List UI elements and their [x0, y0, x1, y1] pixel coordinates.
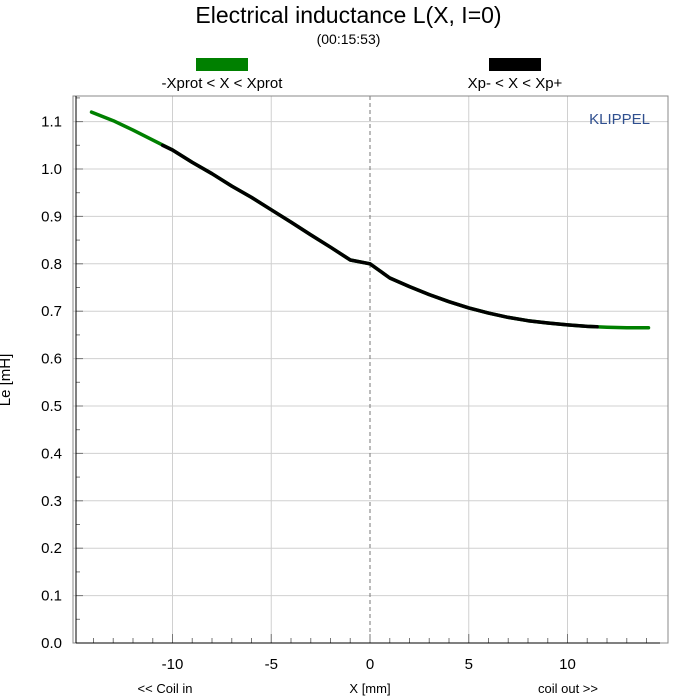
y-tick-label: 1.1 [41, 114, 62, 131]
series-line-1 [160, 143, 599, 329]
y-tick-label: 0.1 [41, 588, 62, 605]
y-tick-label: 0.8 [41, 256, 62, 273]
y-tick-label: 0.0 [41, 635, 62, 652]
klippel-watermark: KLIPPEL [589, 111, 650, 128]
x-tick-label: 0 [366, 656, 374, 673]
x-axis-label: X [mm] [349, 681, 390, 696]
y-tick-label: 0.6 [41, 351, 62, 368]
legend-item-xp: Xp- < X < Xp+ [405, 58, 625, 92]
y-axis-label: Le [mH] [0, 354, 14, 407]
x-tick-label: -10 [162, 656, 184, 673]
y-tick-label: 0.3 [41, 493, 62, 510]
legend-label-xprot: -Xprot < X < Xprot [161, 75, 283, 92]
legend-swatch-xp [489, 58, 541, 71]
coil-in-label: << Coil in [138, 681, 193, 696]
y-tick-label: 0.5 [41, 398, 62, 415]
tick-layer [76, 97, 647, 644]
chart-subtitle: (00:15:53) [316, 31, 381, 47]
legend-item-xprot: -Xprot < X < Xprot [112, 58, 332, 92]
x-tick-label: 5 [465, 656, 473, 673]
y-tick-label: 0.4 [41, 445, 62, 462]
y-tick-label: 0.2 [41, 540, 62, 557]
chart-title: Electrical inductance L(X, I=0) [195, 2, 502, 28]
y-tick-label: 0.9 [41, 208, 62, 225]
legend-label-xp: Xp- < X < Xp+ [467, 75, 563, 92]
y-tick-labels: 0.0 0.1 0.2 0.3 0.4 0.5 0.6 0.7 0.8 0.9 1.0 1.1 [41, 114, 62, 652]
x-tick-label: -5 [265, 656, 278, 673]
legend-swatch-xprot [196, 58, 248, 71]
y-tick-label: 0.7 [41, 303, 62, 320]
coil-out-label: coil out >> [538, 681, 598, 696]
x-tick-labels: -10 -5 0 5 10 [162, 656, 576, 673]
x-tick-label: 10 [559, 656, 576, 673]
series-layer [89, 110, 651, 330]
y-tick-label: 1.0 [41, 161, 62, 178]
